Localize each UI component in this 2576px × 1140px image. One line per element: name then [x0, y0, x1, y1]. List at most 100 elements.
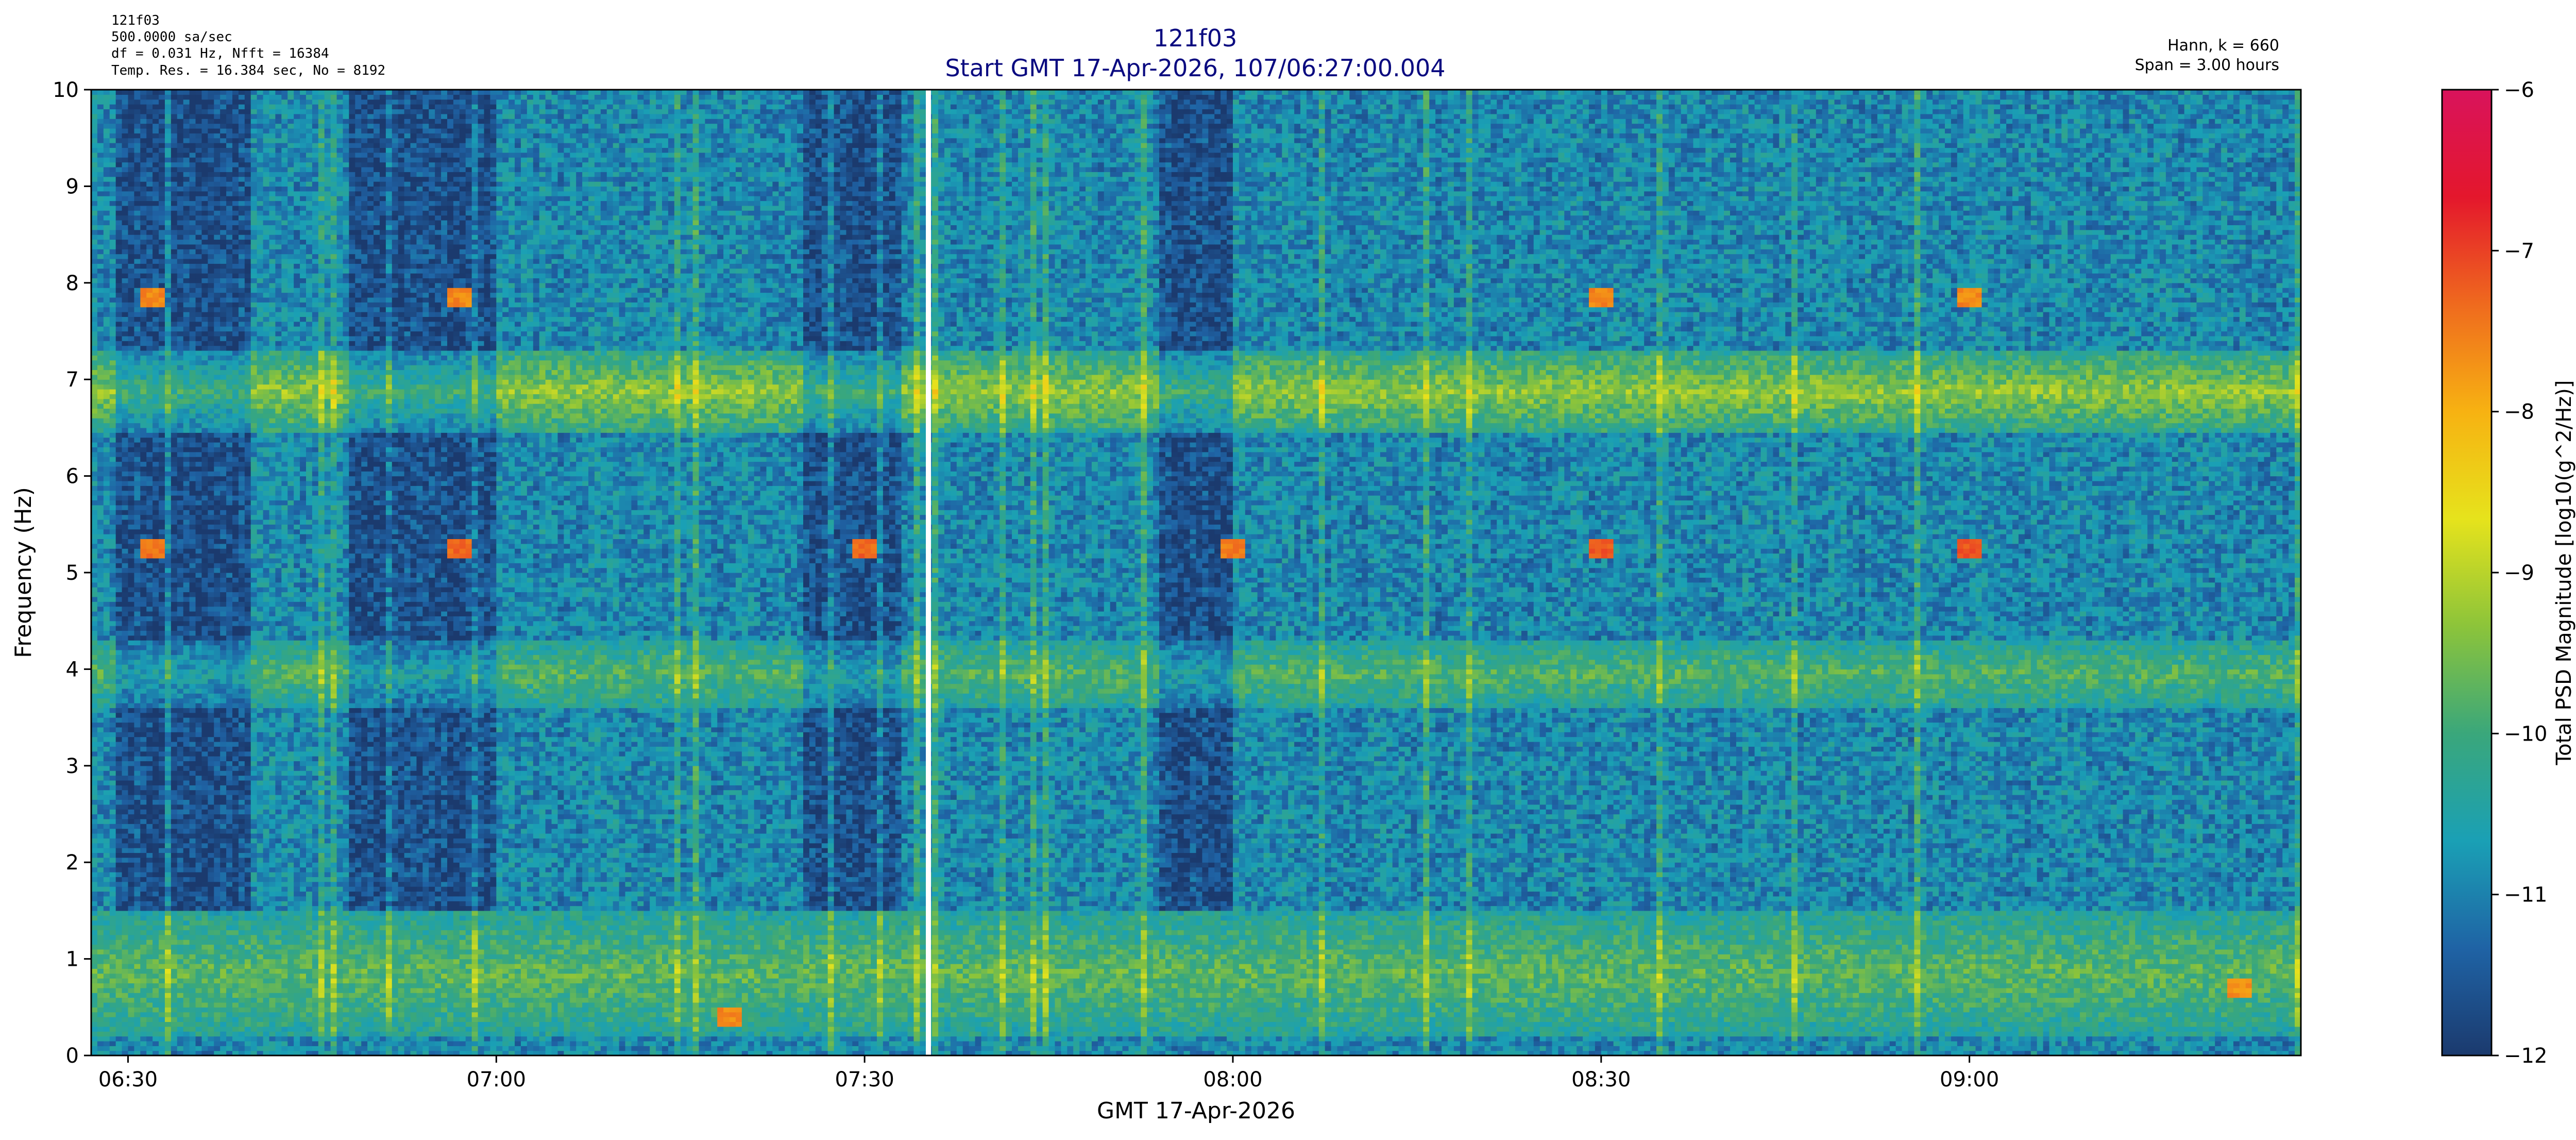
heatmap-cell — [146, 674, 153, 679]
heatmap-cell — [91, 867, 98, 873]
heatmap-cell — [104, 713, 110, 718]
heatmap-cell — [140, 244, 147, 249]
heatmap-cell — [140, 1017, 147, 1022]
heatmap-cell — [140, 432, 147, 438]
heatmap-cell — [134, 1036, 141, 1042]
heatmap-cell — [91, 974, 98, 979]
heatmap-cell — [134, 582, 141, 588]
heatmap-cell — [91, 660, 98, 665]
heatmap-cell — [122, 104, 129, 109]
heatmap-cell — [140, 534, 147, 539]
heatmap-cell — [116, 785, 123, 790]
heatmap-cell — [128, 413, 134, 418]
heatmap-cell — [152, 848, 159, 853]
heatmap-cell — [104, 491, 110, 496]
heatmap-cell — [110, 906, 116, 911]
heatmap-cell — [110, 346, 116, 351]
heatmap-cell — [152, 882, 159, 887]
heatmap-cell — [91, 742, 98, 747]
heatmap-cell — [104, 722, 110, 727]
heatmap-cell — [140, 829, 147, 834]
heatmap-cell — [146, 833, 153, 839]
heatmap-cell — [110, 940, 116, 945]
heatmap-cell — [122, 626, 129, 631]
heatmap-cell — [134, 698, 141, 703]
heatmap-cell — [140, 727, 147, 732]
heatmap-cell — [134, 466, 141, 472]
heatmap-cell — [140, 983, 147, 988]
heatmap-cell — [140, 1046, 147, 1051]
heatmap-cell — [146, 906, 153, 911]
heatmap-cell — [140, 307, 147, 312]
heatmap-cell — [122, 780, 129, 785]
heatmap-cell — [97, 442, 104, 447]
heatmap-cell — [128, 293, 134, 298]
heatmap-cell — [146, 316, 153, 322]
heatmap-cell — [91, 554, 98, 559]
heatmap-cell — [116, 234, 123, 240]
heatmap-cell — [122, 867, 129, 873]
heatmap-cell — [122, 544, 129, 549]
heatmap-cell — [128, 365, 134, 370]
heatmap-cell — [104, 413, 110, 418]
heatmap-cell — [140, 172, 147, 177]
heatmap-cell — [122, 162, 129, 167]
heatmap-cell — [140, 505, 147, 510]
heatmap-cell — [91, 157, 98, 162]
heatmap-cell — [116, 573, 123, 578]
heatmap-cell — [91, 655, 98, 660]
heatmap-cell — [134, 780, 141, 785]
heatmap-cell — [91, 288, 98, 293]
heatmap-cell — [134, 515, 141, 520]
heatmap-cell — [134, 510, 141, 515]
heatmap-cell — [134, 355, 141, 360]
heatmap-cell — [152, 727, 159, 732]
heatmap-cell — [110, 476, 116, 481]
heatmap-cell — [91, 901, 98, 906]
heatmap-cell — [122, 886, 129, 892]
heatmap-cell — [140, 138, 147, 143]
heatmap-cell — [140, 906, 147, 911]
heatmap-cell — [122, 297, 129, 303]
heatmap-cell — [91, 399, 98, 404]
heatmap-cell — [140, 220, 147, 225]
heatmap-cell — [110, 949, 116, 954]
heatmap-cell — [110, 210, 116, 215]
heatmap-cell — [140, 350, 147, 356]
heatmap-cell — [91, 413, 98, 418]
heatmap-cell — [128, 128, 134, 133]
heatmap-cell — [116, 891, 123, 896]
heatmap-cell — [152, 587, 159, 592]
heatmap-cell — [152, 577, 159, 582]
heatmap-cell — [91, 104, 98, 109]
heatmap-cell — [128, 157, 134, 162]
heatmap-cell — [140, 554, 147, 559]
heatmap-cell — [140, 708, 147, 713]
heatmap-cell — [128, 162, 134, 167]
heatmap-cell — [116, 316, 123, 322]
heatmap-cell — [97, 998, 104, 1003]
heatmap-cell — [97, 891, 104, 896]
heatmap-cell — [134, 829, 141, 834]
heatmap-cell — [152, 780, 159, 785]
heatmap-cell — [116, 225, 123, 230]
heatmap-cell — [110, 471, 116, 476]
heatmap-cell — [152, 519, 159, 525]
heatmap-cell — [91, 495, 98, 500]
heatmap-cell — [116, 495, 123, 500]
heatmap-cell — [140, 795, 147, 800]
heatmap-cell — [104, 404, 110, 409]
heatmap-cell — [134, 452, 141, 457]
heatmap-cell — [97, 780, 104, 785]
heatmap-cell — [134, 664, 141, 669]
heatmap-cell — [104, 925, 110, 930]
heatmap-cell — [116, 901, 123, 906]
heatmap-cell — [110, 799, 116, 804]
heatmap-cell — [134, 993, 141, 998]
heatmap-cell — [128, 819, 134, 824]
heatmap-cell — [110, 128, 116, 133]
heatmap-cell — [110, 196, 116, 201]
heatmap-cell — [110, 611, 116, 616]
heatmap-cell — [97, 949, 104, 954]
heatmap-cell — [128, 350, 134, 356]
